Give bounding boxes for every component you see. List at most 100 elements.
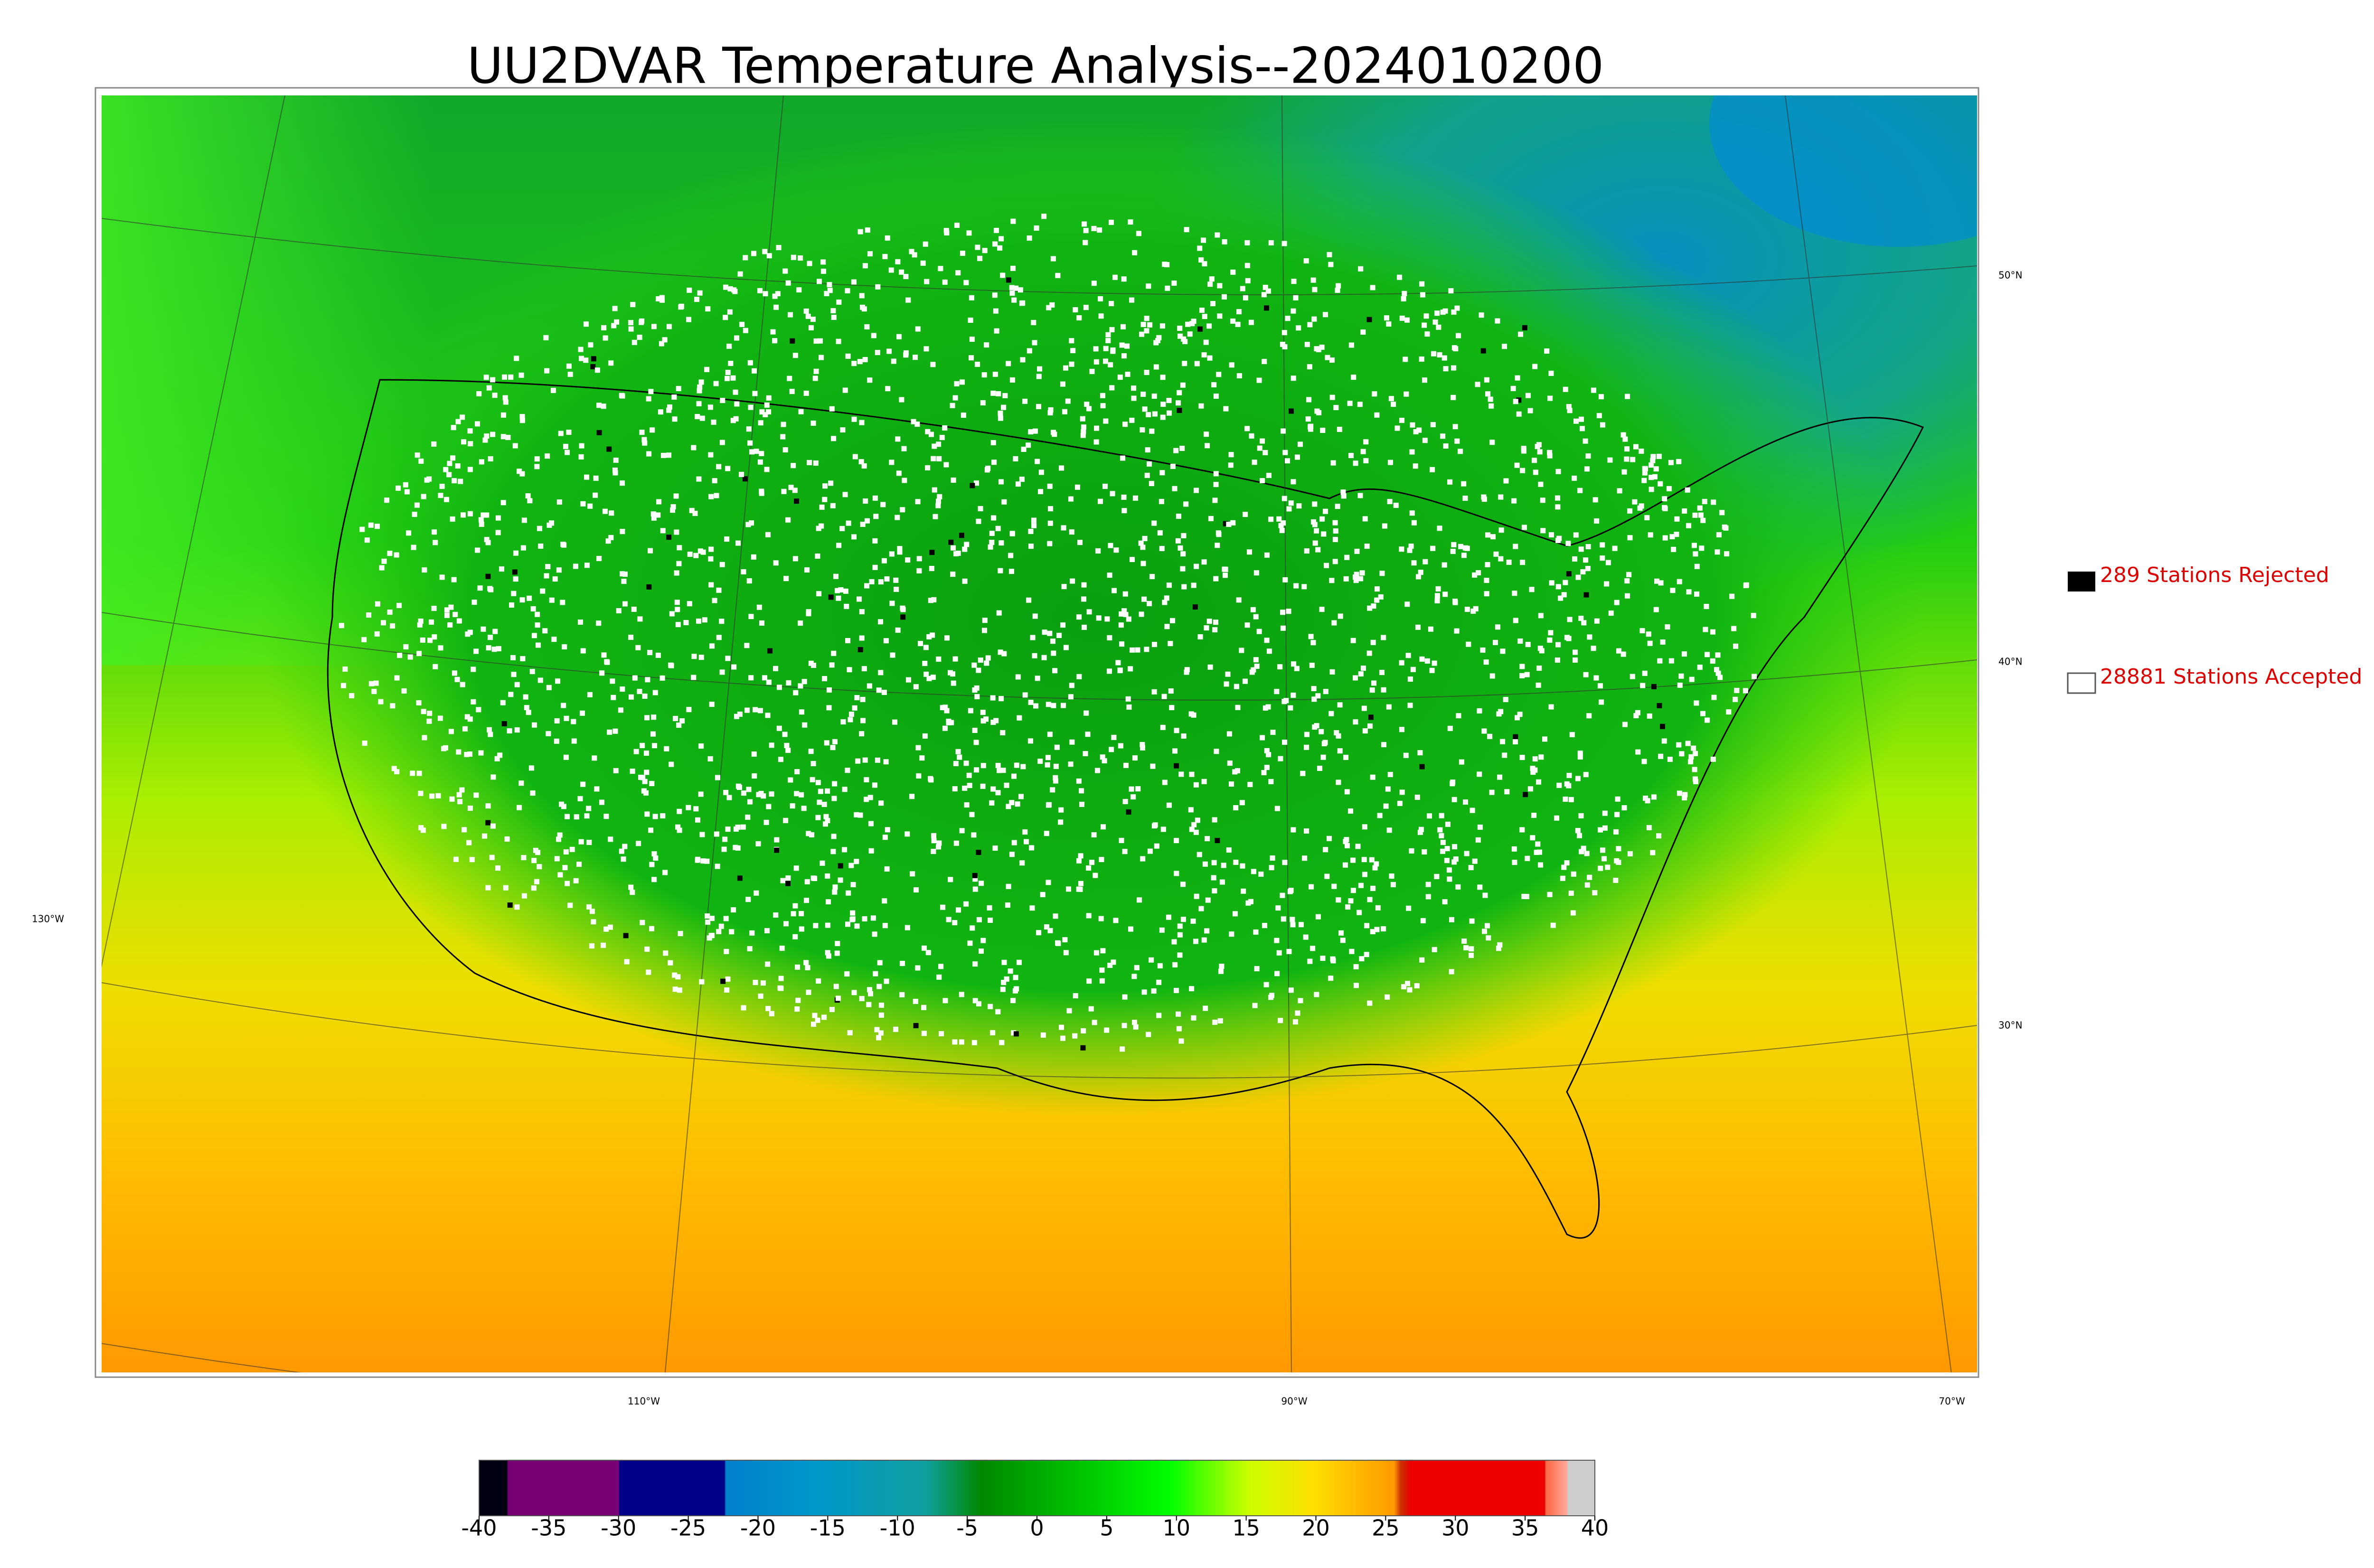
station — [1243, 295, 1248, 300]
station — [995, 763, 1001, 769]
station — [804, 879, 810, 884]
station — [832, 739, 838, 744]
station — [580, 710, 585, 716]
station — [620, 571, 625, 577]
station — [876, 984, 882, 989]
station — [1130, 794, 1136, 800]
station — [1521, 893, 1527, 899]
station — [1600, 542, 1605, 548]
station — [1027, 738, 1033, 744]
station — [859, 420, 865, 425]
station — [1407, 987, 1413, 993]
station — [421, 709, 426, 714]
station — [580, 648, 586, 654]
station — [1358, 576, 1364, 582]
station — [765, 713, 771, 718]
station — [687, 287, 692, 293]
station — [1547, 395, 1553, 401]
station — [1202, 861, 1208, 867]
station — [1032, 613, 1038, 619]
station — [1607, 457, 1613, 463]
station — [968, 708, 973, 714]
station — [830, 745, 836, 751]
station — [1733, 696, 1738, 702]
station — [1691, 543, 1697, 548]
station — [1050, 256, 1056, 262]
station — [1657, 658, 1663, 664]
station — [1236, 373, 1242, 379]
station — [1108, 362, 1113, 367]
station — [873, 971, 878, 976]
station — [1241, 888, 1246, 894]
station — [619, 393, 624, 398]
station — [687, 552, 693, 557]
station — [473, 648, 479, 654]
station — [1144, 472, 1150, 478]
station — [1622, 436, 1628, 442]
station — [802, 722, 808, 728]
station — [1054, 744, 1060, 750]
station — [953, 840, 959, 846]
station — [765, 961, 771, 967]
station — [594, 367, 600, 373]
station — [1153, 364, 1159, 370]
station — [1211, 860, 1217, 865]
station — [943, 462, 949, 468]
station — [1652, 474, 1658, 479]
station — [566, 363, 572, 369]
station — [1650, 850, 1656, 855]
station — [973, 480, 979, 486]
station — [1212, 498, 1218, 503]
station — [439, 574, 445, 580]
station — [1147, 322, 1153, 328]
station — [1386, 704, 1392, 710]
station — [966, 230, 972, 236]
station — [896, 470, 902, 476]
station — [709, 643, 715, 649]
station — [988, 1004, 993, 1009]
station — [467, 428, 473, 434]
station — [1665, 624, 1670, 630]
station — [1205, 443, 1210, 449]
station — [960, 251, 965, 256]
station — [774, 837, 780, 843]
station — [1464, 607, 1470, 612]
station — [923, 671, 929, 677]
station — [740, 824, 746, 830]
station — [716, 635, 722, 640]
station — [1283, 698, 1289, 704]
station — [1480, 647, 1486, 653]
station — [1422, 377, 1427, 383]
station — [1100, 948, 1106, 954]
station — [607, 924, 613, 930]
station — [1536, 779, 1542, 785]
station — [669, 611, 675, 617]
station — [847, 1030, 853, 1035]
station — [912, 252, 917, 258]
station — [587, 503, 593, 509]
station — [1235, 704, 1241, 710]
station — [1583, 557, 1589, 563]
station — [1522, 325, 1527, 330]
station — [1078, 881, 1083, 886]
station — [1195, 817, 1200, 823]
station — [1193, 829, 1199, 835]
colorbar-tick-label: -15 — [810, 1515, 846, 1541]
station — [1644, 515, 1650, 520]
station — [593, 475, 599, 481]
station — [803, 960, 809, 966]
station — [639, 430, 645, 435]
station — [1319, 516, 1325, 522]
station — [666, 324, 672, 329]
station — [795, 997, 801, 1003]
station — [1617, 488, 1622, 494]
station — [1058, 807, 1064, 813]
station — [433, 664, 438, 669]
station — [1513, 618, 1518, 623]
station — [1463, 799, 1469, 805]
station — [1554, 495, 1560, 501]
station — [830, 849, 836, 854]
station — [1585, 453, 1591, 459]
station — [968, 317, 973, 323]
station — [1276, 516, 1282, 522]
